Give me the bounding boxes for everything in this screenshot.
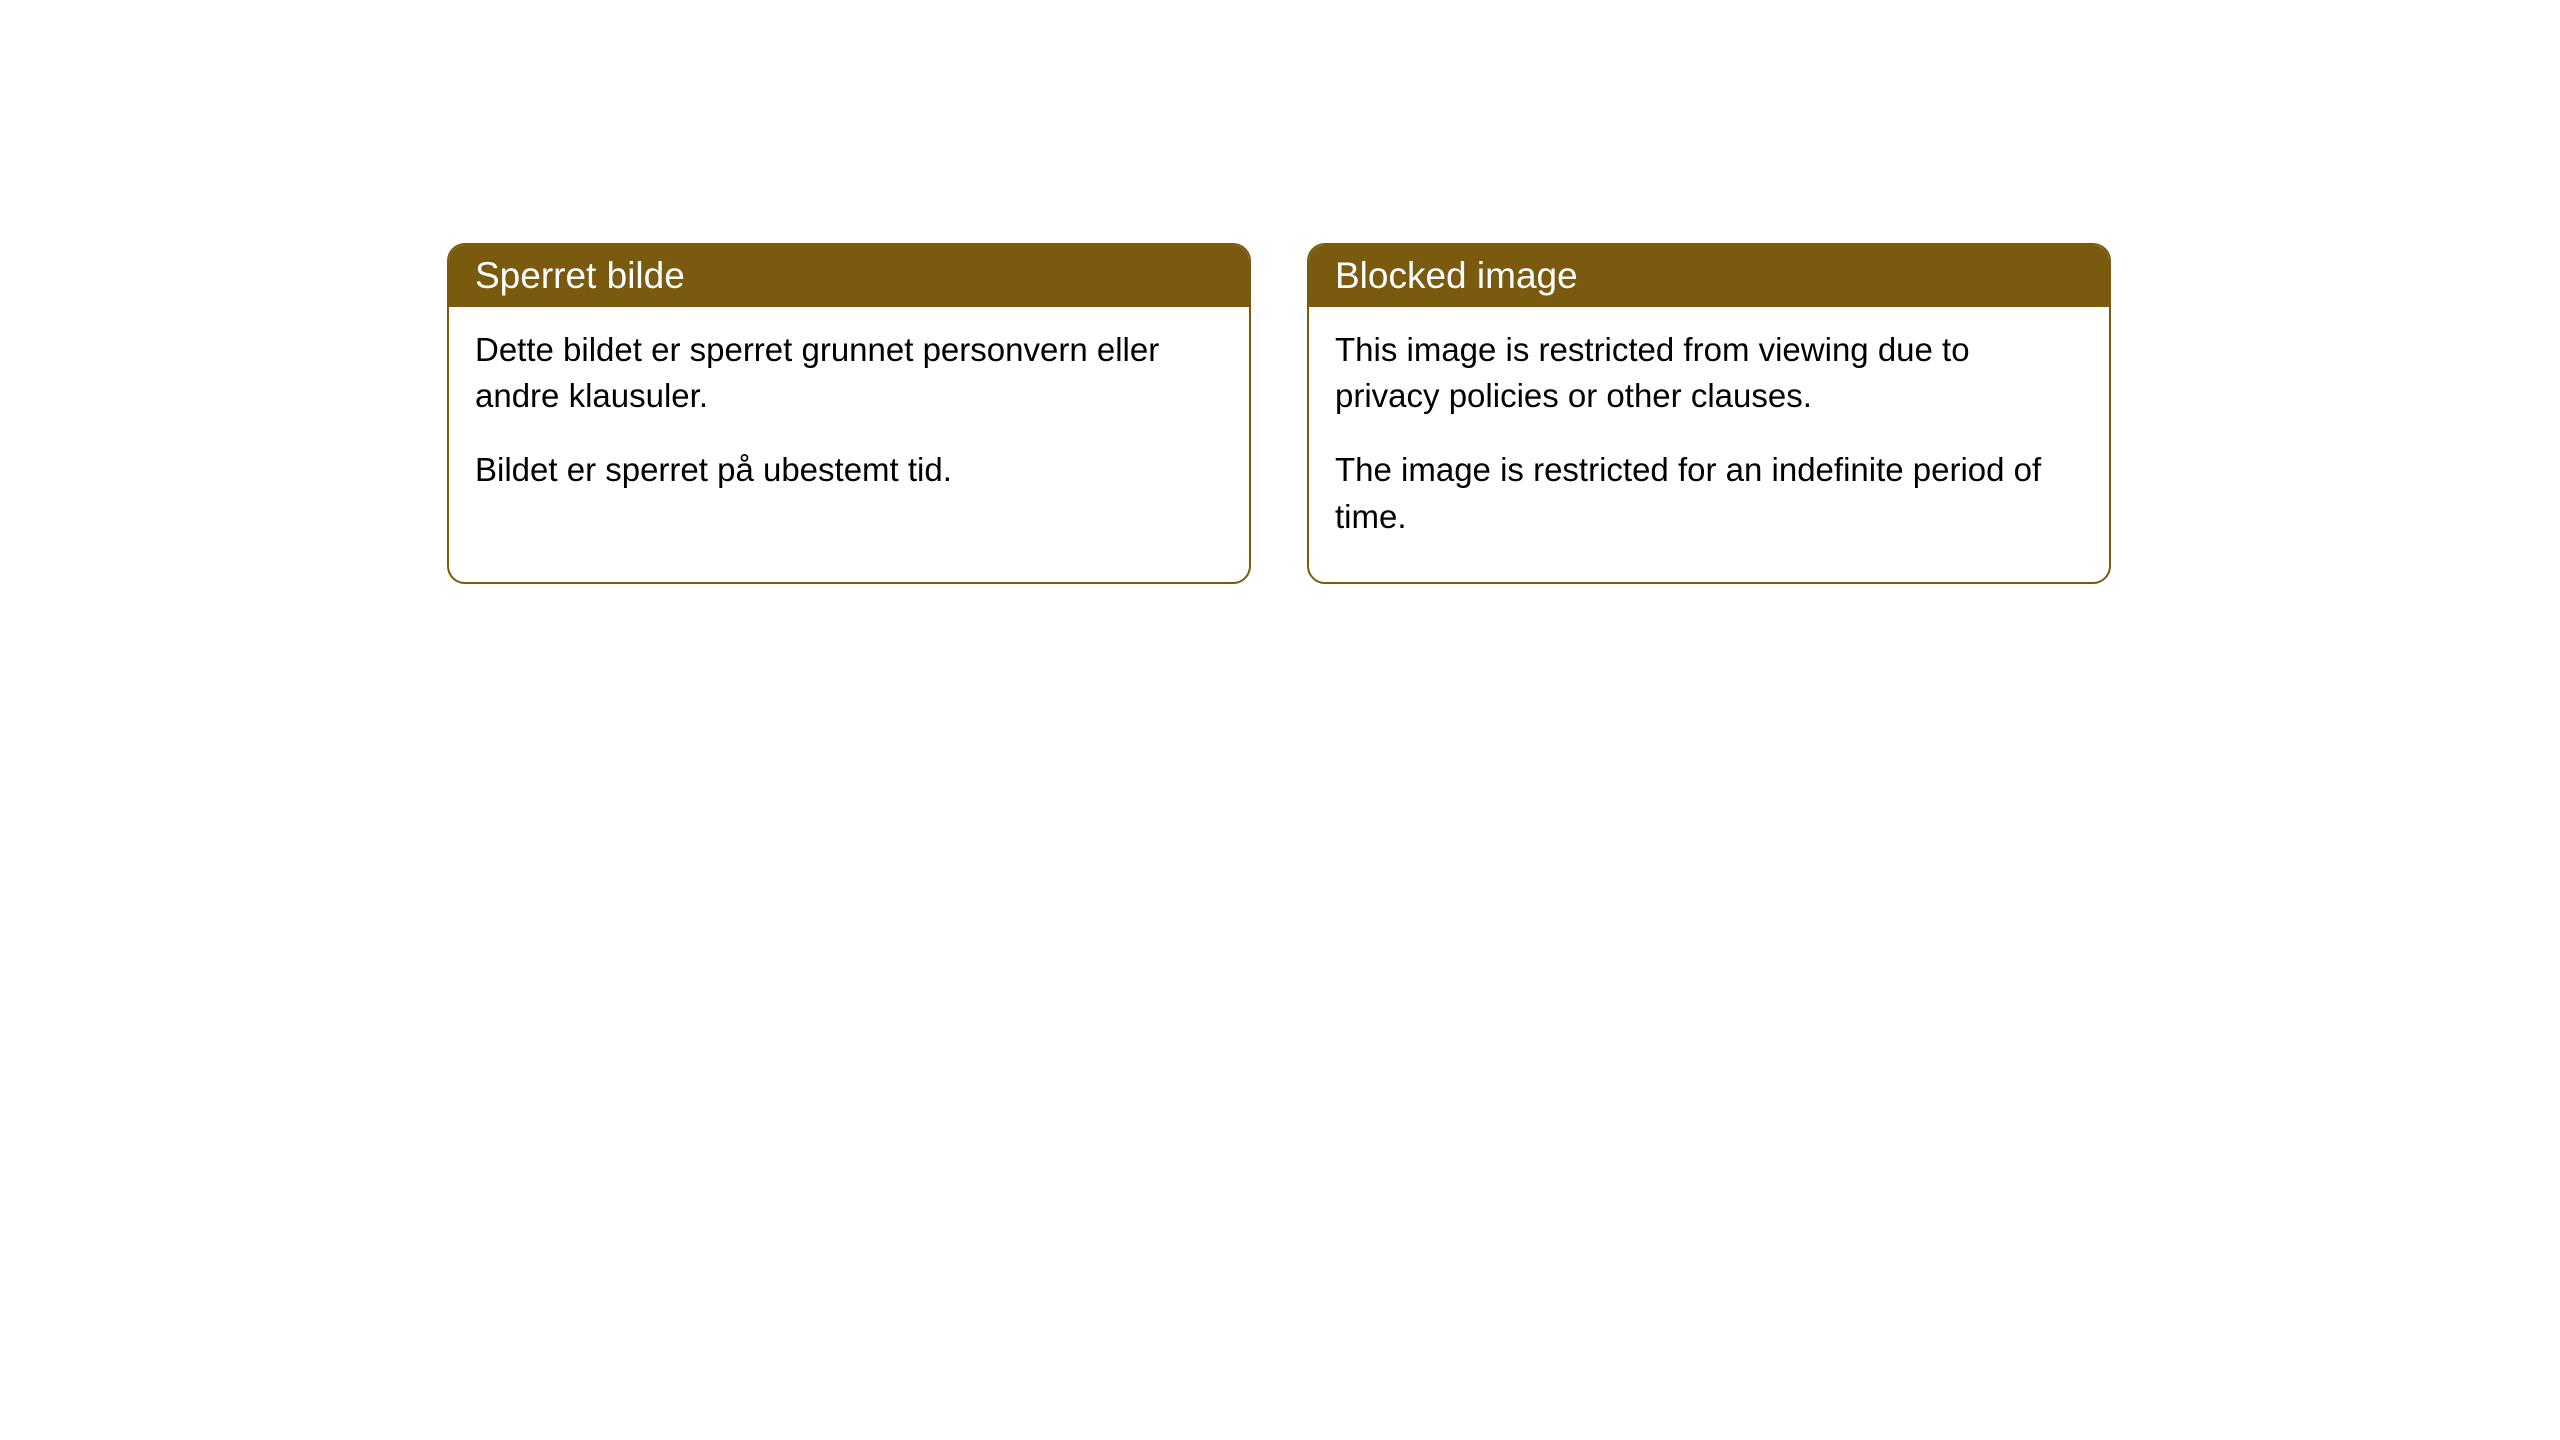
card-paragraph: Bildet er sperret på ubestemt tid.: [475, 447, 1223, 493]
card-paragraph: Dette bildet er sperret grunnet personve…: [475, 327, 1223, 419]
card-paragraph: This image is restricted from viewing du…: [1335, 327, 2083, 419]
card-body: This image is restricted from viewing du…: [1309, 307, 2109, 582]
notice-card-norwegian: Sperret bilde Dette bildet er sperret gr…: [447, 243, 1251, 584]
card-title: Blocked image: [1335, 255, 1578, 296]
notice-card-english: Blocked image This image is restricted f…: [1307, 243, 2111, 584]
card-header: Blocked image: [1309, 245, 2109, 307]
notice-cards-container: Sperret bilde Dette bildet er sperret gr…: [447, 243, 2111, 584]
card-paragraph: The image is restricted for an indefinit…: [1335, 447, 2083, 539]
card-header: Sperret bilde: [449, 245, 1249, 307]
card-body: Dette bildet er sperret grunnet personve…: [449, 307, 1249, 536]
card-title: Sperret bilde: [475, 255, 685, 296]
